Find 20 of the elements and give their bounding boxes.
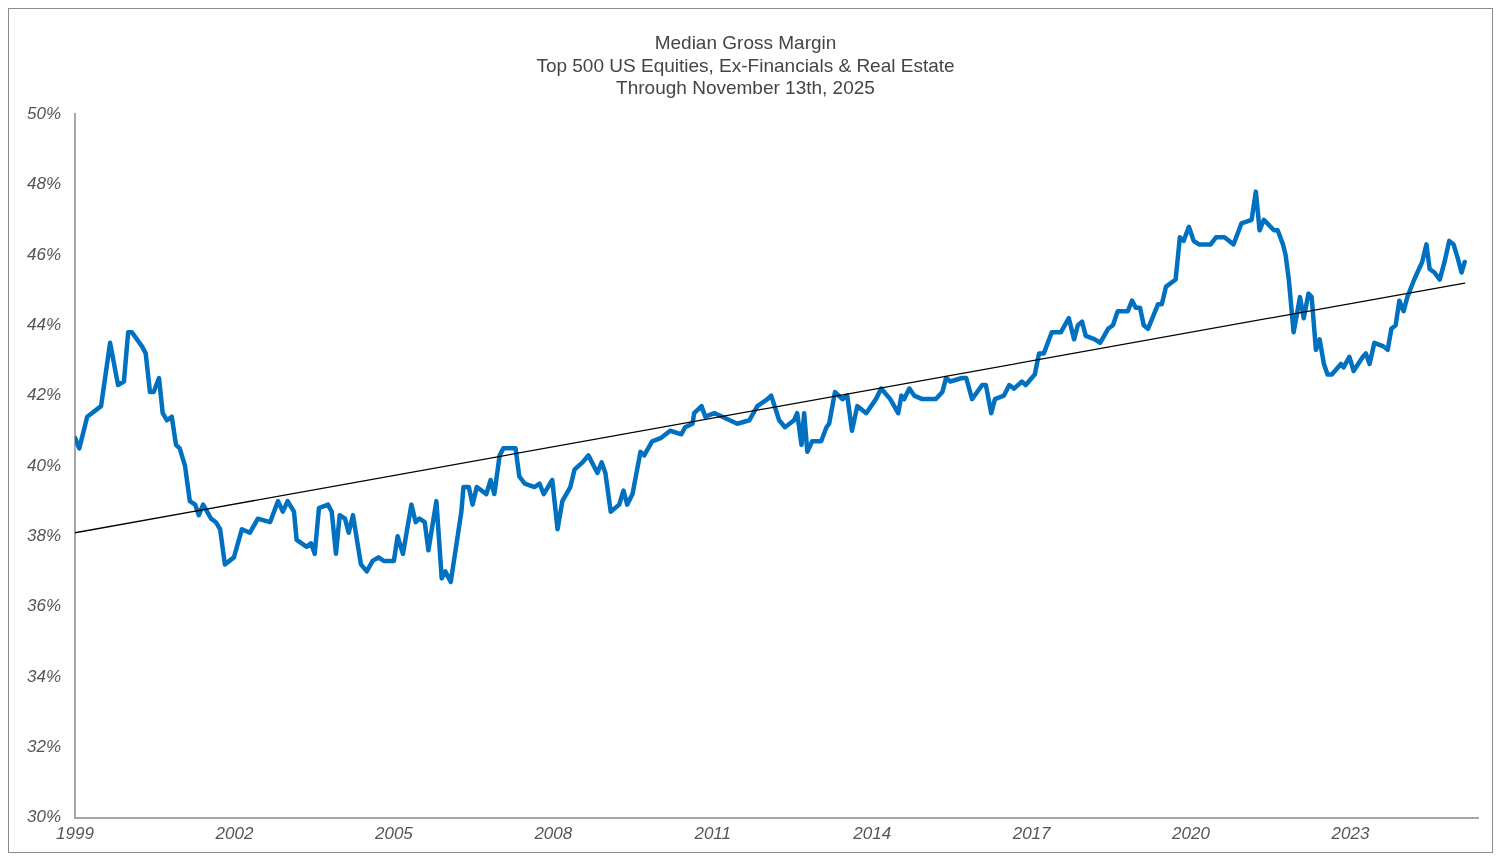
y-tick-label: 48% (26, 174, 62, 194)
y-tick-label: 50% (26, 103, 62, 123)
chart-subtitle: Top 500 US Equities, Ex-Financials & Real Estate Through November 13th, 2025 (536, 54, 955, 99)
y-tick-label: 44% (26, 315, 62, 334)
y-tick-label: 38% (26, 526, 62, 545)
x-tick-label: 2014 (852, 823, 892, 843)
y-tick-label: 40% (26, 455, 62, 475)
x-tick-label: 2002 (214, 823, 254, 843)
y-tick-label: 32% (26, 737, 62, 756)
y-tick-label: 42% (26, 385, 62, 405)
x-tick-label: 2023 (1330, 823, 1370, 843)
x-tick-label: 2005 (373, 823, 414, 843)
x-tick-label: 2008 (533, 823, 573, 843)
y-tick-label: 46% (26, 244, 62, 264)
x-tick-label: 2011 (693, 823, 732, 843)
x-tick-label: 2017 (1011, 823, 1052, 843)
x-tick-label: 2020 (1171, 823, 1211, 843)
chart-title: Median Gross Margin (654, 32, 837, 54)
y-tick-label: 34% (26, 666, 62, 686)
y-tick-label: 36% (26, 596, 62, 616)
